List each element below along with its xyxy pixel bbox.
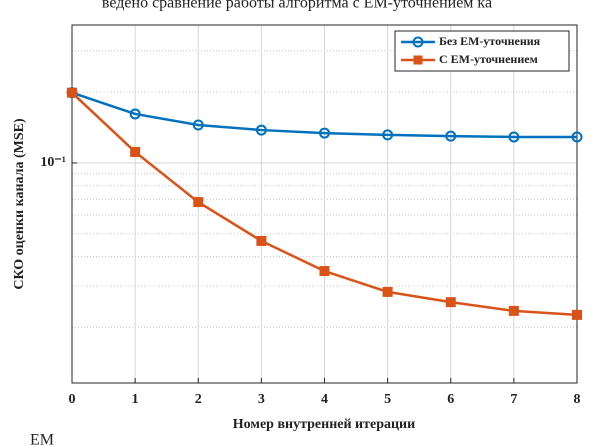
marker xyxy=(129,108,141,120)
legend-marker xyxy=(413,55,423,65)
x-tick-label: 1 xyxy=(132,392,139,407)
marker xyxy=(319,266,330,277)
x-tick-label: 3 xyxy=(258,392,265,407)
marker xyxy=(445,130,457,142)
marker xyxy=(67,87,77,98)
x-tick-label: 6 xyxy=(447,392,454,407)
x-tick-label: 0 xyxy=(69,392,76,407)
x-tick-label: 5 xyxy=(384,392,391,407)
line xyxy=(71,91,577,139)
marker xyxy=(572,309,582,320)
marker xyxy=(508,131,520,143)
page-text: ведено сравнение работы алгоритма с ЕМ-у… xyxy=(102,0,492,12)
marker xyxy=(192,119,204,131)
marker xyxy=(193,197,204,208)
marker xyxy=(255,124,267,136)
legend-box xyxy=(394,30,570,72)
y-axis-label: СКО оценки канала (MSE) xyxy=(12,118,27,290)
x-tick-label: 8 xyxy=(574,392,581,407)
series xyxy=(67,87,582,320)
x-tick-label: 2 xyxy=(195,392,202,407)
legend: Без ЕМ-уточнения С ЕМ-уточнением xyxy=(394,30,570,72)
marker xyxy=(571,131,583,143)
y-tick-label: 10⁻¹ xyxy=(40,155,66,170)
marker xyxy=(445,297,456,308)
marker xyxy=(256,235,267,246)
marker xyxy=(508,305,519,316)
marker xyxy=(319,127,330,139)
legend-label: Без ЕМ-уточнения xyxy=(439,34,541,48)
x-tick-label: 4 xyxy=(321,392,328,407)
x-tick-label: 7 xyxy=(510,392,517,407)
marker xyxy=(130,146,141,157)
series xyxy=(66,87,583,143)
x-axis-label: Номер внутренней итерации xyxy=(233,417,415,432)
marker xyxy=(382,286,393,297)
footer-text: ЕМ xyxy=(30,432,54,446)
marker xyxy=(382,129,394,141)
legend-marker xyxy=(412,36,424,48)
legend-label: С ЕМ-уточнением xyxy=(439,52,538,66)
plot-frame xyxy=(71,24,578,384)
